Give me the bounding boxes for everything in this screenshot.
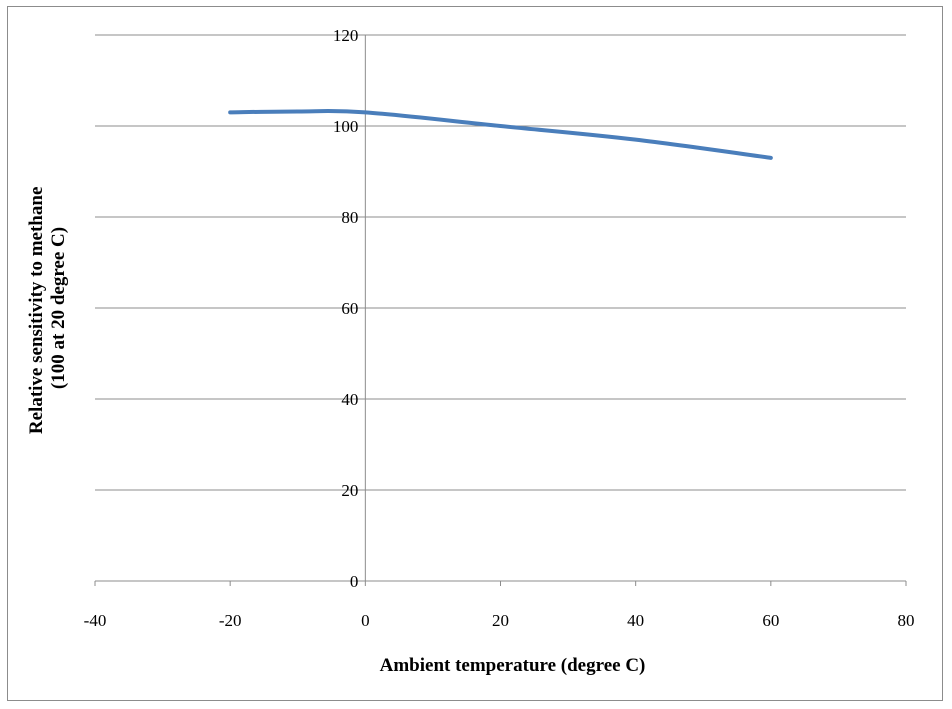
y-tick-label: 0 [350,572,359,591]
y-tick-label: 20 [341,481,358,500]
x-tick-label: 80 [898,611,915,630]
y-axis-title: Relative sensitivity to methane (100 at … [26,182,69,434]
x-tick-label: -40 [84,611,107,630]
y-axis-title-line-1: Relative sensitivity to methane [26,187,47,434]
x-tick-label: -20 [219,611,242,630]
axes [94,34,907,586]
x-tick-label: 0 [361,611,370,630]
series-layer [228,108,773,160]
x-tick-label: 20 [492,611,509,630]
y-axis-title-line-2: (100 at 20 degree C) [48,227,69,389]
gridlines [95,34,906,491]
y-tick-label: 100 [333,117,359,136]
x-axis-title: Ambient temperature (degree C) [380,655,646,676]
y-tick-label: 120 [333,26,359,45]
y-tick-label: 80 [341,208,358,227]
y-tick-label: 40 [341,390,358,409]
tick-labels: 0 20 40 60 80 100 120 -40 -20 0 20 40 60 80 [84,26,915,630]
y-tick-label: 60 [341,299,358,318]
x-tick-label: 40 [627,611,644,630]
x-tick-label: 60 [762,611,779,630]
series-line [228,108,773,160]
